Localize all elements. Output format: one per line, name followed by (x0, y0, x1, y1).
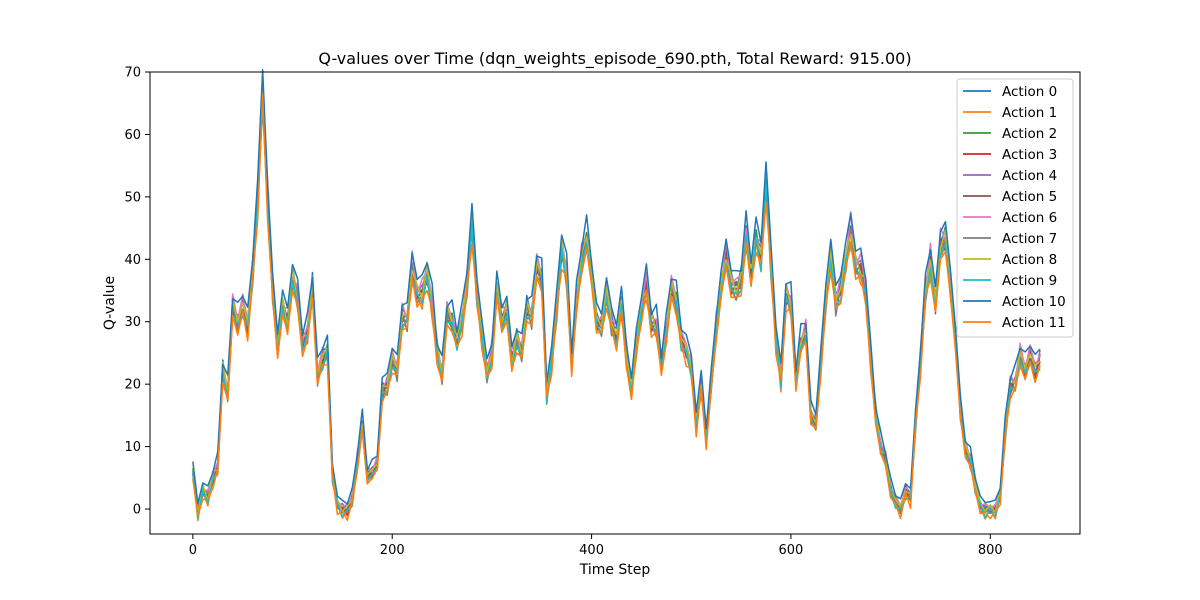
legend-box (956, 78, 1074, 338)
y-tick-label: 40 (124, 253, 141, 268)
y-tick-label: 10 (124, 440, 141, 455)
legend-entry-label: Action 11 (1002, 315, 1066, 331)
legend-entry-label: Action 7 (1002, 231, 1057, 247)
legend-entry-label: Action 5 (1002, 189, 1057, 205)
legend: Action 0 Action 1 Action 2 Action 3 Action 4… (956, 78, 1074, 338)
legend-entry-label: Action 9 (1002, 273, 1057, 289)
legend-entry-label: Action 3 (1002, 147, 1057, 163)
plot-frame (149, 71, 1081, 535)
legend-entry-label: Action 0 (1002, 84, 1057, 100)
legend-entry-label: Action 1 (1002, 105, 1057, 121)
y-tick-label: 50 (124, 190, 141, 205)
x-tick-label: 600 (779, 543, 804, 558)
legend-entry-label: Action 4 (1002, 168, 1057, 184)
x-axis: 0 200 400 600 800 (189, 534, 1003, 558)
y-tick-label: 30 (124, 315, 141, 330)
legend-entry-label: Action 10 (1002, 294, 1066, 310)
x-tick-label: 200 (380, 543, 405, 558)
y-axis: 0 10 20 30 40 50 60 70 (124, 66, 150, 518)
y-tick-label: 60 (124, 128, 141, 143)
y-tick-label: 0 (133, 503, 141, 518)
legend-entry-label: Action 2 (1002, 126, 1057, 142)
series-line-action-10 (192, 69, 1041, 505)
plot-area (192, 69, 1041, 522)
chart-title: Q-values over Time (dqn_weights_episode_… (318, 49, 911, 69)
x-axis-label: Time Step (579, 562, 651, 578)
series-line-action-11 (192, 94, 1041, 522)
x-tick-label: 0 (189, 543, 197, 558)
y-axis-label: Q-value (102, 276, 118, 330)
legend-entry-label: Action 8 (1002, 252, 1057, 268)
legend-entry-label: Action 6 (1002, 210, 1057, 226)
y-tick-label: 70 (124, 66, 141, 81)
x-tick-label: 800 (978, 543, 1003, 558)
y-tick-label: 20 (124, 378, 141, 393)
x-tick-label: 400 (579, 543, 604, 558)
